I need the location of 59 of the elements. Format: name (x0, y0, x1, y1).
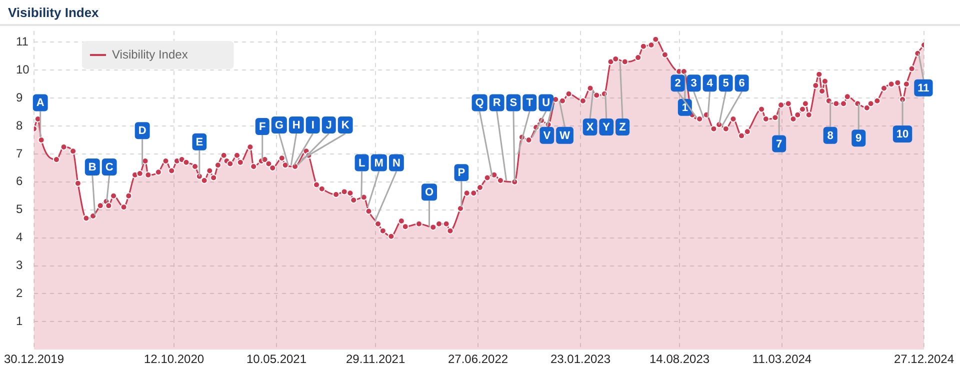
y-tick-label: 9 (16, 90, 23, 104)
annotation: N (392, 157, 400, 170)
y-tick-label: 8 (16, 118, 23, 132)
x-tick-label: 11.03.2024 (752, 352, 812, 366)
y-tick-label: 3 (16, 258, 23, 272)
x-tick-label: 29.11.2021 (346, 352, 406, 366)
annotation: K (341, 120, 350, 132)
annotation: 11 (918, 82, 930, 94)
annotation: S (510, 97, 518, 110)
y-tick-label: 6 (16, 174, 23, 188)
annotation: P (458, 167, 466, 180)
annotation: Q (475, 97, 484, 110)
annotation: C (105, 162, 114, 174)
y-tick-label: 1 (16, 314, 23, 328)
annotation: H (292, 120, 300, 132)
chart-title: Visibility Index (0, 0, 960, 26)
annotation: 1 (682, 102, 688, 114)
annotation: A (36, 97, 44, 110)
annotation: R (492, 97, 501, 110)
annotation: V (543, 130, 552, 142)
y-tick-label: 11 (16, 34, 29, 48)
x-tick-label: 10.05.2021 (246, 352, 307, 366)
legend-label: Visibility Index (112, 47, 188, 62)
annotation: 4 (706, 78, 714, 90)
annotation: F (258, 120, 266, 133)
x-tick-label: 23.01.2023 (550, 352, 611, 366)
x-tick-label: 14.08.2023 (650, 352, 710, 366)
annotation: Y (602, 122, 611, 134)
annotation: 7 (776, 138, 782, 150)
x-tick-label: 30.12.2019 (4, 352, 64, 366)
annotation: L (358, 157, 366, 170)
annotation: 6 (738, 78, 745, 90)
annotation: J (326, 120, 332, 132)
annotation: X (586, 122, 594, 134)
y-tick-label: 10 (16, 62, 30, 76)
annotation: D (138, 125, 146, 138)
x-tick-label: 27.06.2022 (448, 352, 508, 366)
annotation: 3 (690, 78, 697, 90)
x-tick-label: 12.10.2020 (144, 352, 204, 366)
annotation: E (196, 136, 204, 148)
annotation: U (542, 97, 550, 110)
y-tick-label: 2 (16, 286, 23, 300)
annotation: 5 (722, 78, 729, 90)
annotation: B (88, 162, 96, 174)
annotation: 2 (674, 78, 681, 90)
annotation: 10 (896, 128, 909, 140)
annotation: T (526, 97, 534, 110)
annotation: O (424, 186, 434, 199)
annotation: G (274, 120, 284, 132)
annotation: 9 (856, 132, 862, 145)
y-tick-label: 7 (16, 146, 23, 160)
annotation: W (560, 130, 571, 142)
annotation: 8 (827, 130, 834, 142)
y-tick-label: 4 (16, 230, 23, 244)
x-tick-label: 27.12.2024 (894, 352, 954, 366)
y-tick-label: 5 (16, 202, 23, 216)
annotation: M (374, 157, 384, 170)
annotation: Z (619, 122, 626, 134)
annotation: I (311, 120, 314, 132)
